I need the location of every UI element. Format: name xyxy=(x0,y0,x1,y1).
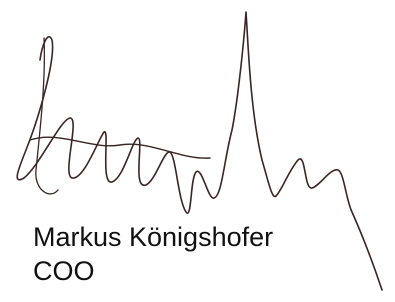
signature-stroke xyxy=(36,38,58,194)
page: Markus Königshofer COO (() => { const da… xyxy=(0,0,395,302)
signer-title: COO xyxy=(33,258,95,285)
signer-name: Markus Königshofer xyxy=(33,224,273,251)
signature-stroke xyxy=(30,137,210,158)
